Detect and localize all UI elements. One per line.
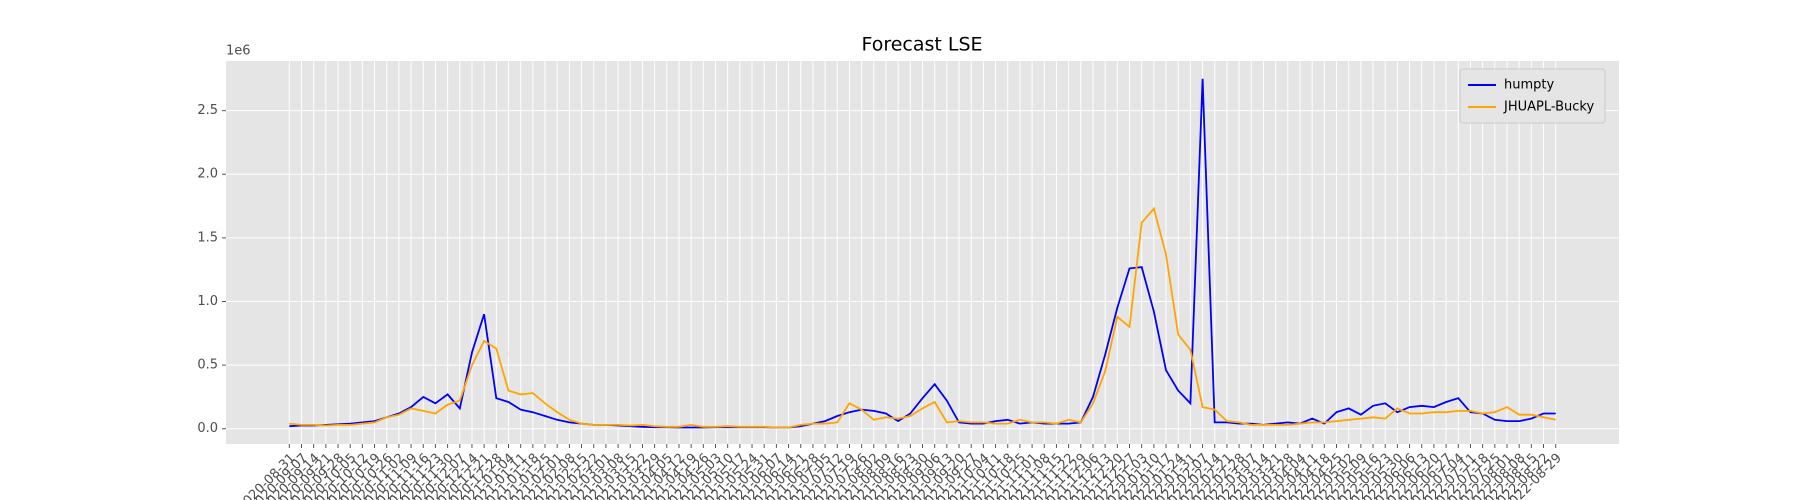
grid: 0.00.51.01.52.02.52020-08-312020-09-0720… bbox=[197, 61, 1619, 500]
lines bbox=[289, 78, 1556, 429]
y-tick-label: 2.0 bbox=[197, 167, 218, 182]
y-tick-label: 0.5 bbox=[197, 358, 218, 373]
y-tick-label: 1.5 bbox=[197, 230, 218, 245]
y-offset-label: 1e6 bbox=[226, 44, 251, 59]
legend-label: JHUAPL-Bucky bbox=[1503, 100, 1594, 115]
legend: humpty JHUAPL-Bucky bbox=[1459, 68, 1606, 124]
y-tick-label: 2.5 bbox=[197, 103, 218, 118]
y-tick-label: 1.0 bbox=[197, 294, 218, 309]
legend-box bbox=[1459, 68, 1606, 124]
line-series bbox=[289, 78, 1556, 429]
line-series bbox=[289, 206, 1556, 429]
legend-label: humpty bbox=[1504, 78, 1554, 93]
y-tick-label: 0.0 bbox=[197, 421, 218, 436]
chart-title: Forecast LSE bbox=[861, 34, 982, 56]
